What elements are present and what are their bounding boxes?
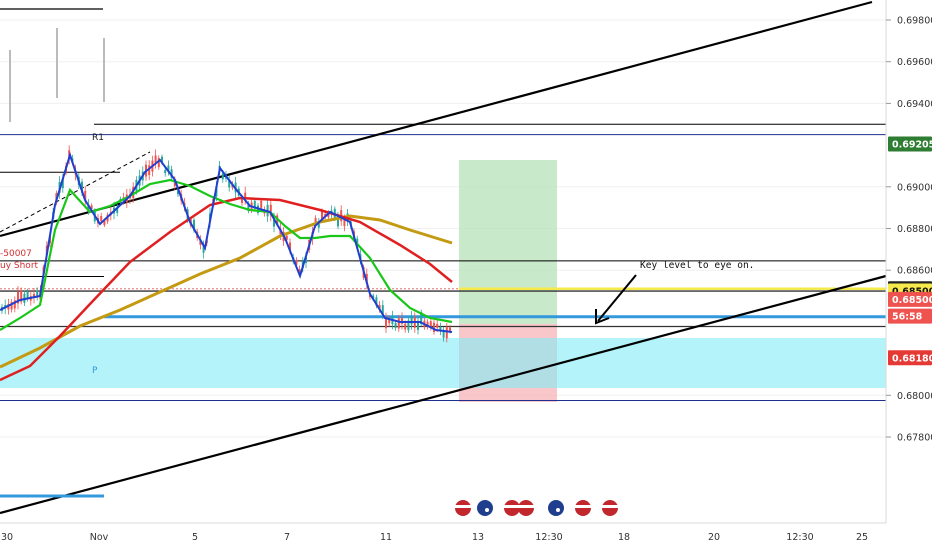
time-tick-label: 7 — [284, 532, 290, 543]
candle — [445, 322, 448, 343]
candle — [20, 287, 23, 305]
candle — [269, 198, 272, 222]
time-tick-label: 12:30 — [786, 532, 813, 543]
annotation-arrow — [595, 274, 637, 325]
pivot-p-label: P — [92, 366, 98, 376]
price-tag: 0.68180 — [888, 350, 932, 366]
candle — [433, 320, 435, 335]
left-label-2: uy Short — [0, 261, 39, 271]
svg-text:0.68500: 0.68500 — [892, 295, 932, 306]
candle — [388, 315, 391, 327]
candle — [442, 327, 445, 342]
candle — [397, 314, 400, 332]
candle — [10, 299, 13, 313]
key-level-annotation[interactable]: Key level to eye on. — [640, 260, 754, 271]
candle — [199, 235, 202, 250]
take-profit-zone[interactable] — [459, 160, 557, 324]
left-label-1: -50007 — [0, 249, 32, 259]
time-axis[interactable]: 30 Nov 5 7 11 13 12:30 18 20 12:30 25 — [1, 532, 868, 543]
candle — [417, 316, 419, 335]
support-zone-band[interactable] — [0, 338, 886, 388]
svg-text:0.68180: 0.68180 — [892, 353, 932, 364]
candle — [36, 287, 39, 301]
horizontal-levels — [0, 123, 886, 402]
economic-event-icons[interactable] — [455, 500, 618, 516]
candle — [116, 203, 119, 217]
time-tick-label: 18 — [618, 532, 630, 543]
candle — [407, 317, 410, 334]
candle — [228, 175, 231, 192]
pivot-r1-label: R1 — [92, 133, 104, 143]
ema-gold-line — [0, 214, 453, 369]
ema-blue-line — [0, 151, 453, 333]
candle — [439, 322, 442, 336]
candle — [410, 311, 413, 330]
candle — [13, 296, 16, 313]
price-tag: 0.68500 — [888, 291, 932, 307]
candle — [148, 160, 151, 181]
candle — [170, 165, 173, 182]
candle — [167, 160, 170, 176]
candle — [17, 286, 19, 310]
candle — [317, 217, 320, 233]
time-tick-label: 11 — [380, 532, 392, 543]
upper-trendline[interactable] — [0, 0, 873, 238]
trendlines[interactable] — [0, 0, 887, 515]
svg-text:0.69205: 0.69205 — [892, 140, 932, 151]
lower-trendline[interactable] — [0, 274, 887, 515]
candle — [394, 320, 397, 331]
time-tick-label: 5 — [192, 532, 198, 543]
left-wick-markers — [0, 8, 105, 498]
chart-gridlines — [0, 19, 886, 438]
time-tick-label: 20 — [708, 532, 720, 543]
time-tick-label: 30 — [1, 532, 13, 543]
candle — [426, 319, 429, 330]
time-tick-label: 13 — [472, 532, 484, 543]
price-tag: 56:58 — [888, 308, 932, 324]
ema-green-line — [0, 178, 453, 331]
time-tick-label: Nov — [90, 532, 109, 543]
price-tag: 0.69205 — [888, 136, 932, 152]
candle — [157, 155, 160, 170]
candle — [202, 240, 205, 259]
candle — [33, 288, 35, 304]
time-tick-label: 12:30 — [535, 532, 562, 543]
time-tick-label: 25 — [856, 532, 868, 543]
candle — [401, 312, 403, 330]
dashed-trendline — [0, 151, 151, 233]
svg-text:56:58: 56:58 — [892, 312, 923, 323]
candle — [385, 312, 387, 333]
candle — [260, 198, 263, 210]
candle — [154, 149, 157, 169]
